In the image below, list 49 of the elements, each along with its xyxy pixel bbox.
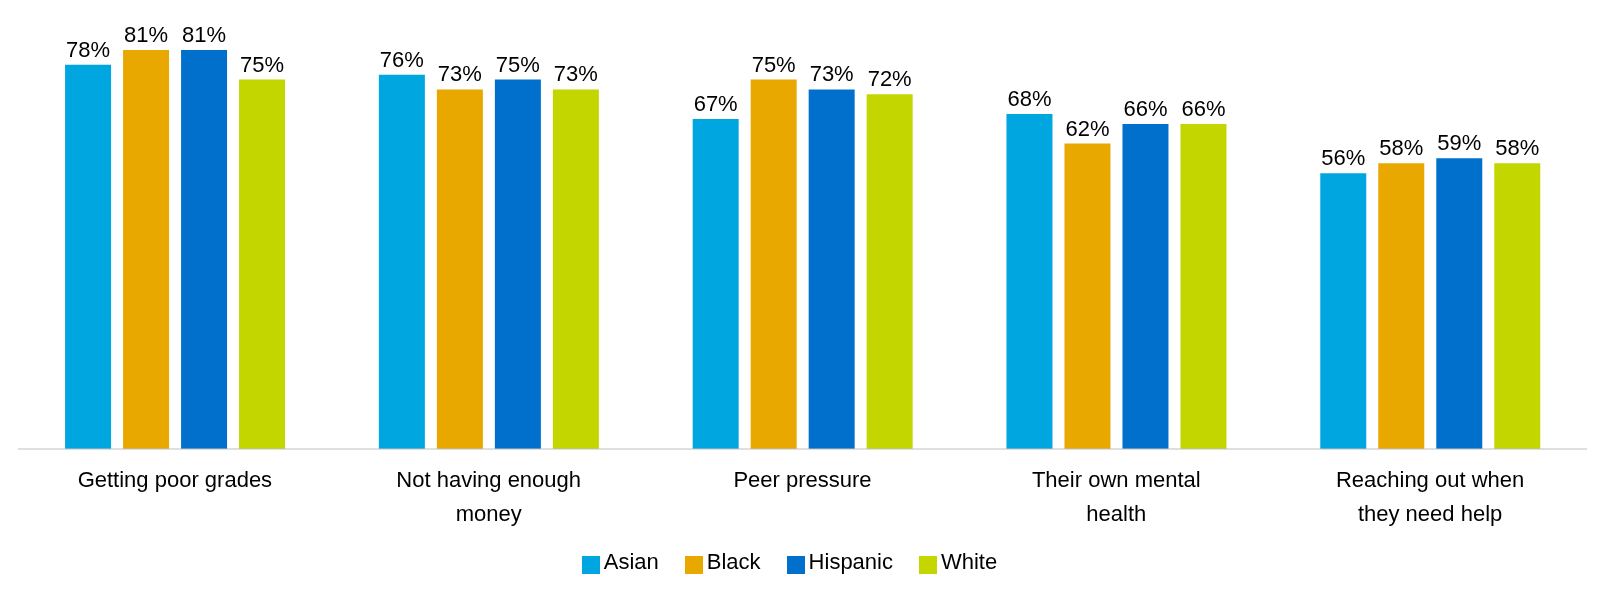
x-tick-label: Not having enough money [396, 467, 582, 526]
bar [436, 89, 483, 449]
x-tick-label: Their own mental health [1031, 467, 1201, 526]
bar [1006, 114, 1053, 449]
bar [866, 94, 913, 449]
legend-label: White [940, 549, 998, 574]
data-label: 56% [1321, 145, 1366, 171]
data-label: 58% [1495, 135, 1540, 161]
bar [1494, 163, 1541, 449]
data-label: 58% [1379, 135, 1424, 161]
bar [239, 79, 286, 449]
bar [750, 79, 797, 449]
data-label: 75% [495, 51, 540, 77]
data-label: 78% [66, 36, 111, 62]
legend-label: Asian [603, 549, 659, 574]
x-tick-label: Reaching out when they need help [1335, 467, 1525, 526]
data-label: 66% [1181, 95, 1226, 121]
bar [1436, 158, 1483, 449]
data-label: 59% [1437, 130, 1482, 156]
bar [123, 50, 170, 449]
bar [378, 74, 425, 449]
bar [1320, 173, 1367, 449]
data-label: 62% [1065, 115, 1110, 141]
bar [808, 89, 855, 449]
bar [181, 50, 228, 449]
x-tick-label: Getting poor grades [77, 467, 273, 492]
data-label: 75% [751, 51, 796, 77]
data-label: 81% [124, 22, 169, 47]
bar [692, 118, 739, 449]
bar [494, 79, 541, 449]
data-label: 66% [1123, 95, 1168, 121]
bar [1180, 123, 1227, 449]
data-label: 73% [553, 61, 598, 87]
bar [65, 64, 112, 449]
data-label: 81% [182, 22, 227, 47]
data-label: 75% [240, 51, 285, 77]
x-tick-label: Peer pressure [733, 467, 872, 492]
legend-label: Hispanic [808, 549, 893, 574]
bar [1378, 163, 1425, 449]
data-label: 68% [1007, 86, 1052, 112]
data-label: 72% [867, 66, 912, 92]
legend-label: Black [706, 549, 761, 574]
bar [1064, 143, 1111, 449]
data-label: 73% [437, 61, 482, 87]
bar [1122, 123, 1169, 449]
data-label: 76% [379, 46, 424, 72]
data-label: 73% [809, 61, 854, 87]
bar [552, 89, 599, 449]
data-label: 67% [693, 90, 738, 116]
